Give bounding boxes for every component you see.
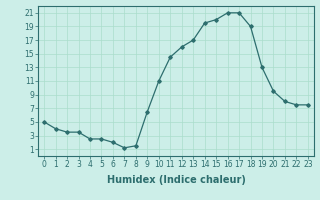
X-axis label: Humidex (Indice chaleur): Humidex (Indice chaleur)	[107, 175, 245, 185]
